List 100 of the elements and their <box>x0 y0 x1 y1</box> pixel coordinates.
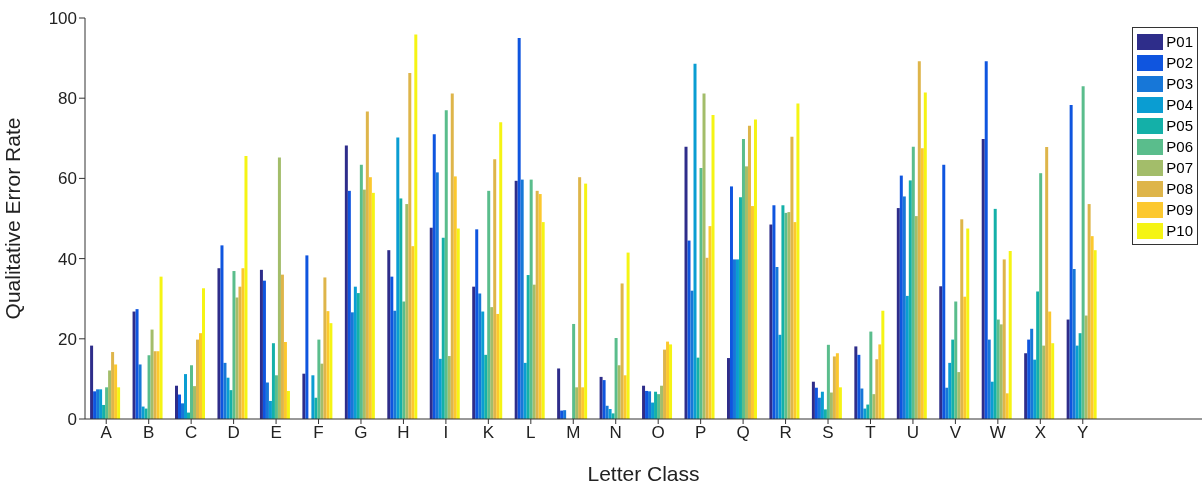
x-tick-label: O <box>651 423 665 443</box>
bar <box>741 139 745 419</box>
bar <box>617 365 621 419</box>
bar <box>744 166 748 419</box>
bar <box>487 190 491 419</box>
bar <box>493 159 497 419</box>
bar <box>535 190 539 419</box>
bar <box>1069 105 1073 419</box>
bar <box>223 362 227 419</box>
bar <box>399 198 403 419</box>
bar <box>271 343 275 419</box>
x-tick-label: S <box>822 423 834 443</box>
legend-label: P08 <box>1166 180 1193 197</box>
bar <box>1075 345 1079 419</box>
bar <box>772 205 776 419</box>
bar <box>456 228 460 419</box>
bar <box>526 275 530 419</box>
bar <box>747 125 751 419</box>
bar <box>402 301 406 419</box>
bar <box>1002 259 1006 419</box>
bar <box>581 387 585 419</box>
bar <box>450 93 454 419</box>
bar <box>268 400 272 419</box>
legend-label: P01 <box>1166 33 1193 50</box>
bar <box>905 295 909 419</box>
bar <box>838 387 842 419</box>
bar <box>265 382 269 419</box>
bar <box>347 190 351 419</box>
bar <box>490 307 494 419</box>
bar <box>781 205 785 419</box>
bar <box>860 388 864 419</box>
bar <box>529 179 533 419</box>
bar <box>235 297 239 419</box>
bar <box>960 219 964 419</box>
x-tick-label: B <box>143 423 155 443</box>
bar <box>259 269 263 419</box>
x-tick-label: F <box>313 423 324 443</box>
x-tick-label: G <box>354 423 368 443</box>
bar <box>726 358 730 419</box>
bar <box>538 194 542 419</box>
bar <box>286 390 290 419</box>
bar <box>1036 291 1040 419</box>
bar <box>371 192 375 419</box>
bar <box>365 111 369 419</box>
bar <box>769 224 773 419</box>
bar <box>793 222 797 419</box>
x-tick-label: K <box>482 423 495 443</box>
bar <box>432 134 436 419</box>
bar <box>311 375 315 419</box>
bar <box>317 339 321 419</box>
bar <box>1072 269 1076 419</box>
bar <box>869 331 873 419</box>
bar <box>957 372 961 419</box>
bar <box>854 346 858 419</box>
bar <box>277 157 281 419</box>
bar <box>820 391 824 419</box>
bar <box>920 148 924 419</box>
bar <box>1033 359 1037 419</box>
bar <box>323 277 327 419</box>
bar <box>684 146 688 419</box>
bar <box>660 385 664 419</box>
bar <box>693 63 697 419</box>
bar <box>359 164 363 419</box>
bar <box>790 136 794 419</box>
bar <box>481 311 485 419</box>
bar <box>1084 315 1088 419</box>
bar <box>914 216 918 419</box>
bar <box>484 354 488 419</box>
x-tick-label: M <box>566 423 581 443</box>
bar <box>453 176 457 419</box>
bar <box>1093 250 1097 419</box>
bar <box>429 227 433 419</box>
bar <box>702 93 706 419</box>
bar <box>908 180 912 419</box>
bar <box>750 206 754 419</box>
bar <box>447 356 451 419</box>
y-tick-label: 80 <box>58 89 77 109</box>
bar <box>220 245 224 419</box>
bar <box>690 290 694 419</box>
bar <box>817 397 821 419</box>
bar <box>1051 343 1055 419</box>
legend-label: P03 <box>1166 75 1193 92</box>
bar <box>881 310 885 419</box>
bar <box>475 229 479 419</box>
bar <box>911 146 915 419</box>
legend-label: P09 <box>1166 201 1193 218</box>
bar <box>496 313 500 419</box>
bar <box>111 352 115 419</box>
bar <box>1008 250 1012 419</box>
bar <box>814 387 818 419</box>
y-axis-title: Qualitative Error Rate <box>1 117 25 320</box>
bar <box>1087 204 1091 419</box>
bar <box>1042 345 1046 419</box>
bar <box>796 103 800 419</box>
x-tick-label: D <box>227 423 240 443</box>
bar <box>147 355 151 419</box>
bar <box>105 387 109 419</box>
legend-label: P02 <box>1166 54 1193 71</box>
bar <box>826 344 830 419</box>
bar <box>175 385 179 419</box>
